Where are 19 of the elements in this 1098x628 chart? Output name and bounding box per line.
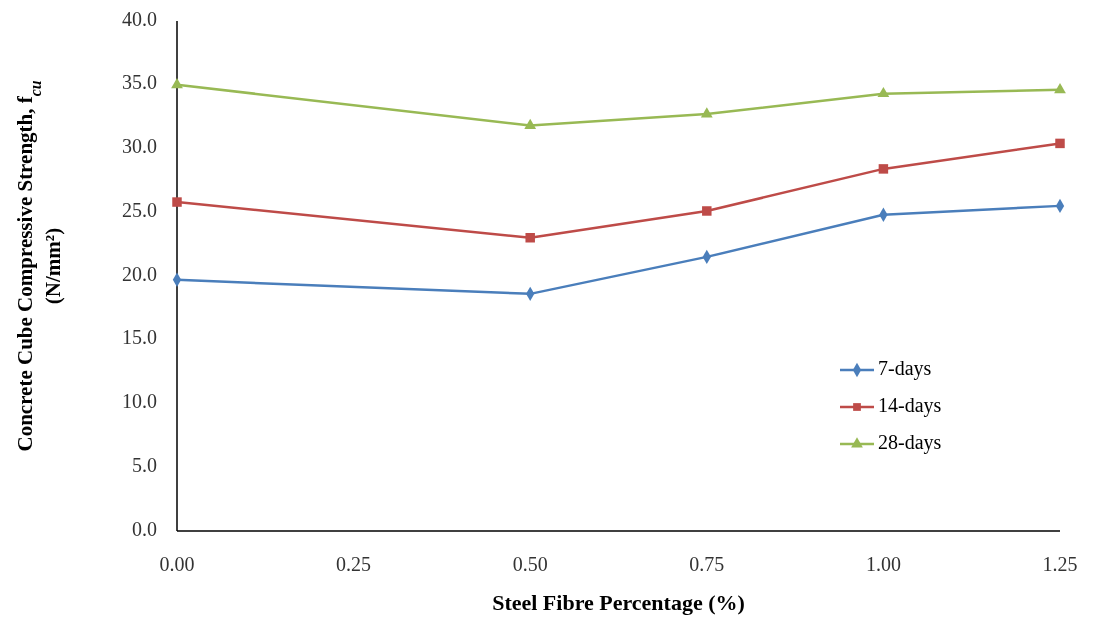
y-tick-label: 10.0 — [122, 390, 157, 413]
y-tick-label: 30.0 — [122, 135, 157, 158]
x-tick-label: 0.50 — [512, 553, 548, 575]
legend-label: 14-days — [878, 393, 942, 417]
x-tick-label: 1.25 — [1042, 553, 1078, 575]
x-tick-label: 1.00 — [865, 553, 901, 575]
y-tick-label: 35.0 — [122, 71, 157, 94]
y-tick-label: 20.0 — [122, 262, 157, 285]
y-tick-label: 0.0 — [132, 517, 157, 540]
y-tick-label: 5.0 — [132, 453, 157, 476]
legend-label: 7-days — [878, 356, 932, 380]
x-tick-label: 0.75 — [689, 553, 725, 575]
x-axis-title: Steel Fibre Percentage (%) — [492, 590, 745, 615]
y-tick-label: 25.0 — [122, 198, 157, 221]
x-tick-label: 0.25 — [336, 553, 372, 575]
y-tick-label: 40.0 — [122, 7, 157, 30]
legend-label: 28-days — [878, 430, 942, 454]
y-tick-label: 15.0 — [122, 326, 157, 349]
x-tick-label: 0.00 — [159, 553, 195, 575]
